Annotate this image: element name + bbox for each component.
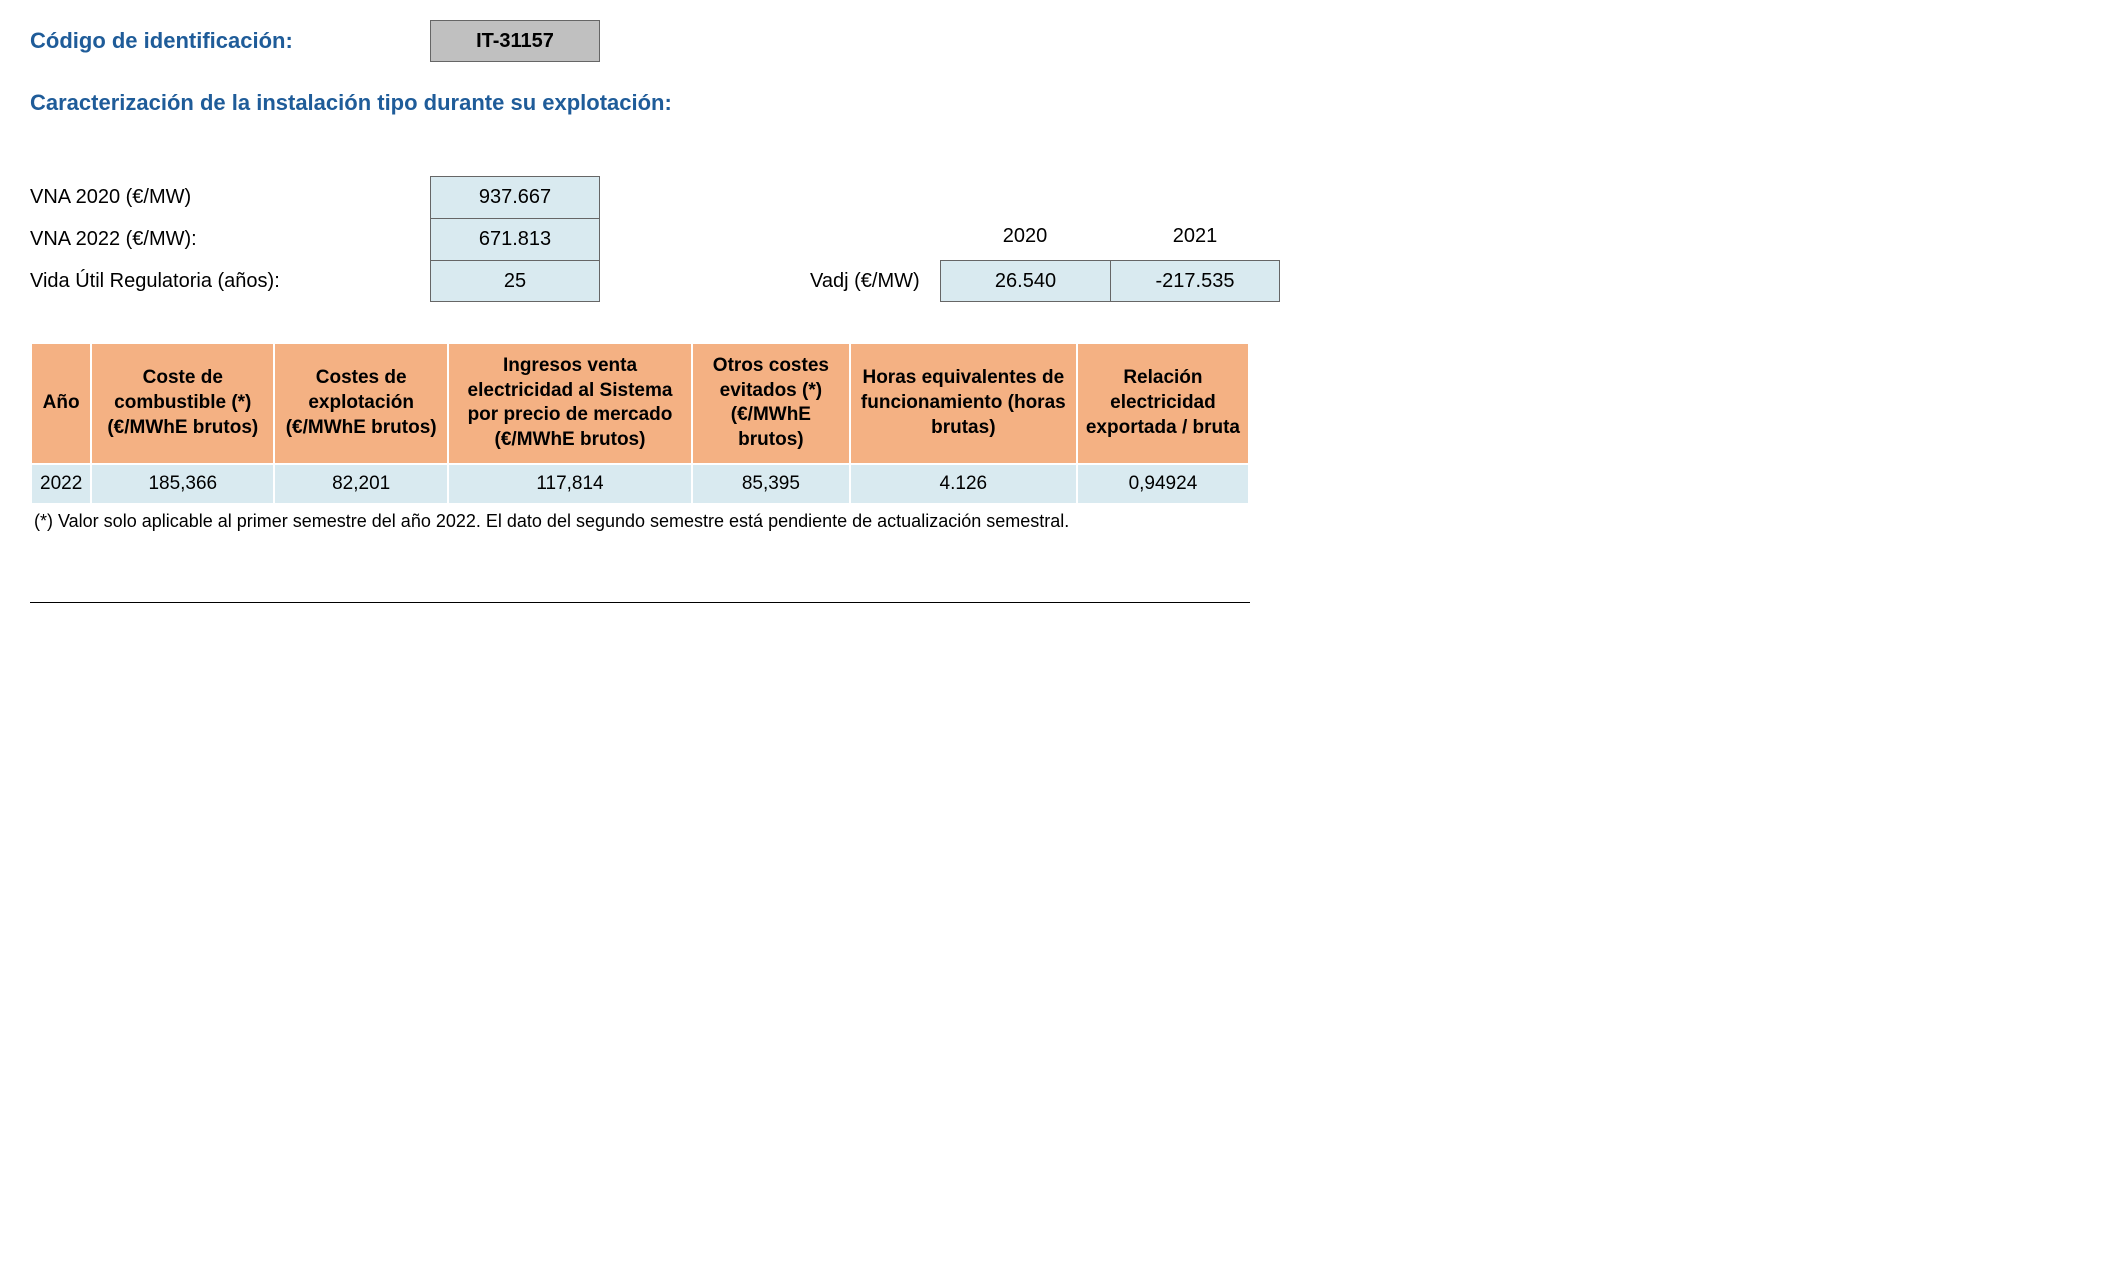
vadj-year-2: 2021 bbox=[1110, 225, 1280, 254]
vna2020-value: 937.667 bbox=[479, 186, 551, 209]
vadj-values-wrap: Vadj (€/MW) 26.540 -217.535 bbox=[810, 260, 1280, 302]
vna2020-row: VNA 2020 (€/MW) 937.667 bbox=[30, 176, 2096, 218]
main-table: Año Coste de combustible (*) (€/MWhE bru… bbox=[30, 342, 1250, 505]
vna2022-row: VNA 2022 (€/MW): 671.813 2020 2021 bbox=[30, 218, 2096, 260]
col-otros-costes: Otros costes evitados (*) (€/MWhE brutos… bbox=[692, 343, 850, 464]
col-ingresos-venta: Ingresos venta electricidad al Sistema p… bbox=[448, 343, 692, 464]
cell-relacion: 0,94924 bbox=[1077, 464, 1249, 504]
vna2020-label: VNA 2020 (€/MW) bbox=[30, 178, 430, 217]
cell-ano: 2022 bbox=[31, 464, 91, 504]
vadj-years-wrap: 2020 2021 bbox=[810, 225, 1280, 254]
vadj-year-1: 2020 bbox=[940, 225, 1110, 254]
table-header-row: Año Coste de combustible (*) (€/MWhE bru… bbox=[31, 343, 1249, 464]
col-coste-combustible: Coste de combustible (*) (€/MWhE brutos) bbox=[91, 343, 274, 464]
cell-ingresos-venta: 117,814 bbox=[448, 464, 692, 504]
table-row: 2022 185,366 82,201 117,814 85,395 4.126… bbox=[31, 464, 1249, 504]
cell-horas-equiv: 4.126 bbox=[850, 464, 1077, 504]
divider bbox=[30, 602, 1250, 603]
vna2022-label: VNA 2022 (€/MW): bbox=[30, 220, 430, 259]
vadj-label: Vadj (€/MW) bbox=[810, 270, 940, 293]
col-horas-equiv: Horas equivalentes de funcionamiento (ho… bbox=[850, 343, 1077, 464]
vida-label: Vida Útil Regulatoria (años): bbox=[30, 262, 430, 301]
col-costes-explotacion: Costes de explotación (€/MWhE brutos) bbox=[274, 343, 448, 464]
id-label: Código de identificación: bbox=[30, 20, 430, 62]
vadj-value-1: 26.540 bbox=[940, 260, 1110, 302]
vna2022-value-box: 671.813 bbox=[430, 218, 600, 260]
cell-costes-explotacion: 82,201 bbox=[274, 464, 448, 504]
vna2022-value: 671.813 bbox=[479, 228, 551, 251]
vadj-value-2: -217.535 bbox=[1110, 260, 1280, 302]
section-title: Caracterización de la instalación tipo d… bbox=[30, 90, 2096, 116]
vna2020-value-box: 937.667 bbox=[430, 176, 600, 218]
footnote: (*) Valor solo aplicable al primer semes… bbox=[34, 511, 2096, 532]
vida-row: Vida Útil Regulatoria (años): 25 Vadj (€… bbox=[30, 260, 2096, 302]
vida-value-box: 25 bbox=[430, 260, 600, 302]
col-ano: Año bbox=[31, 343, 91, 464]
id-value: IT-31157 bbox=[476, 30, 554, 53]
vida-value: 25 bbox=[504, 270, 526, 293]
id-row: Código de identificación: IT-31157 bbox=[30, 20, 2096, 62]
cell-otros-costes: 85,395 bbox=[692, 464, 850, 504]
col-relacion: Relación electricidad exportada / bruta bbox=[1077, 343, 1249, 464]
id-value-box: IT-31157 bbox=[430, 20, 600, 62]
cell-coste-combustible: 185,366 bbox=[91, 464, 274, 504]
